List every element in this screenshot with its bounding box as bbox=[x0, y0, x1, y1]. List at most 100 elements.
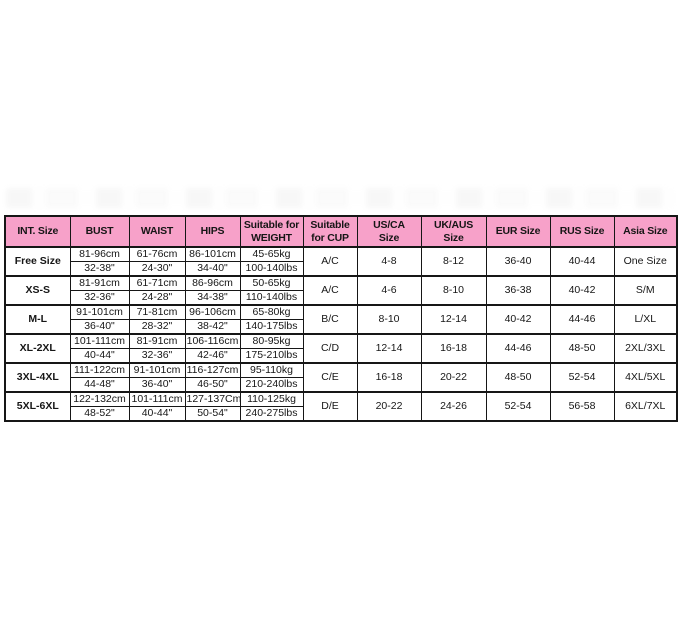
header-label: RUS Size bbox=[559, 225, 605, 237]
header-label: Suitable for bbox=[243, 218, 300, 231]
bust-cm-cell: 91-101cm bbox=[69, 304, 130, 320]
table-row: 3XL-4XL 111-122cm 91-101cm 116-127cm 95-… bbox=[4, 362, 678, 393]
bust-cm-cell: 101-111cm bbox=[69, 333, 130, 349]
bust-cm-cell: 81-96cm bbox=[69, 246, 130, 262]
bust-in-cell: 44-48" bbox=[69, 377, 130, 393]
header-label: WAIST bbox=[140, 225, 174, 237]
waist-cm-cell: 61-71cm bbox=[128, 275, 186, 291]
asia-cell: L/XL bbox=[613, 304, 678, 335]
rus-cell: 52-54 bbox=[549, 362, 615, 393]
hips-in-cell: 46-50" bbox=[184, 377, 241, 393]
bust-in-cell: 36-40" bbox=[69, 319, 130, 335]
asia-cell: S/M bbox=[613, 275, 678, 306]
table-subrow: 48-52" 40-44" 50-54" 240-275lbs bbox=[5, 406, 677, 422]
header-label: BUST bbox=[85, 225, 114, 237]
cup-cell: C/E bbox=[302, 362, 358, 393]
table-row: 5XL-6XL 122-132cm 101-111cm 127-137Cm 11… bbox=[4, 391, 678, 422]
col-header-bust: BUST bbox=[69, 215, 130, 248]
col-header-cup: Suitable for CUP bbox=[302, 215, 358, 248]
col-header-hips: HIPS bbox=[184, 215, 241, 248]
hips-cm-cell: 86-96cm bbox=[184, 275, 241, 291]
weight-lbs-cell: 140-175lbs bbox=[239, 319, 304, 335]
header-label: INT. Size bbox=[17, 225, 59, 237]
hips-in-cell: 50-54" bbox=[184, 406, 241, 422]
usca-cell: 4-8 bbox=[356, 246, 422, 277]
weight-kg-cell: 110-125kg bbox=[239, 391, 304, 407]
header-label: Size bbox=[443, 231, 464, 244]
header-row: INT. Size BUST WAIST HIPS Suitable for WE… bbox=[4, 215, 678, 248]
col-header-int-size: INT. Size bbox=[4, 215, 71, 248]
asia-cell: 6XL/7XL bbox=[613, 391, 678, 422]
ukaus-cell: 20-22 bbox=[420, 362, 487, 393]
size-label: XL-2XL bbox=[4, 333, 71, 364]
weight-lbs-cell: 100-140lbs bbox=[239, 261, 304, 277]
waist-cm-cell: 81-91cm bbox=[128, 333, 186, 349]
size-label: XS-S bbox=[4, 275, 71, 306]
weight-kg-cell: 80-95kg bbox=[239, 333, 304, 349]
header-label: UK/AUS bbox=[433, 218, 474, 231]
ukaus-cell: 8-10 bbox=[420, 275, 487, 306]
hips-in-cell: 42-46" bbox=[184, 348, 241, 364]
table-row: Free Size 81-96cm 61-76cm 86-101cm 45-65… bbox=[4, 246, 678, 277]
bust-in-cell: 40-44" bbox=[69, 348, 130, 364]
bust-in-cell: 48-52" bbox=[69, 406, 130, 422]
table-row: XS-S 81-91cm 61-71cm 86-96cm 50-65kg A/C… bbox=[4, 275, 678, 306]
waist-in-cell: 24-30" bbox=[128, 261, 186, 277]
cup-cell: A/C bbox=[302, 275, 358, 306]
header-label: Size bbox=[378, 231, 400, 244]
weight-kg-cell: 65-80kg bbox=[239, 304, 304, 320]
col-header-weight: Suitable for WEIGHT bbox=[239, 215, 304, 248]
usca-cell: 8-10 bbox=[356, 304, 422, 335]
weight-kg-cell: 45-65kg bbox=[239, 246, 304, 262]
ukaus-cell: 16-18 bbox=[420, 333, 487, 364]
cup-cell: B/C bbox=[302, 304, 358, 335]
weight-lbs-cell: 210-240lbs bbox=[239, 377, 304, 393]
bust-cm-cell: 122-132cm bbox=[69, 391, 130, 407]
waist-in-cell: 32-36" bbox=[128, 348, 186, 364]
ukaus-cell: 24-26 bbox=[420, 391, 487, 422]
col-header-asia: Asia Size bbox=[613, 215, 678, 248]
cup-cell: D/E bbox=[302, 391, 358, 422]
col-header-ukaus: UK/AUS Size bbox=[420, 215, 487, 248]
ukaus-cell: 8-12 bbox=[420, 246, 487, 277]
usca-cell: 4-6 bbox=[356, 275, 422, 306]
waist-in-cell: 36-40" bbox=[128, 377, 186, 393]
faded-watermark-band bbox=[6, 188, 674, 208]
eur-cell: 36-38 bbox=[485, 275, 551, 306]
rus-cell: 56-58 bbox=[549, 391, 615, 422]
size-label: 5XL-6XL bbox=[4, 391, 71, 422]
hips-in-cell: 34-40" bbox=[184, 261, 241, 277]
bust-cm-cell: 111-122cm bbox=[69, 362, 130, 378]
weight-kg-cell: 50-65kg bbox=[239, 275, 304, 291]
usca-cell: 20-22 bbox=[356, 391, 422, 422]
hips-in-cell: 38-42" bbox=[184, 319, 241, 335]
weight-lbs-cell: 240-275lbs bbox=[239, 406, 304, 422]
weight-kg-cell: 95-110kg bbox=[239, 362, 304, 378]
bust-cm-cell: 81-91cm bbox=[69, 275, 130, 291]
table-header: INT. Size BUST WAIST HIPS Suitable for WE… bbox=[4, 215, 678, 248]
rus-cell: 44-46 bbox=[549, 304, 615, 335]
usca-cell: 12-14 bbox=[356, 333, 422, 364]
header-label: US/CA bbox=[373, 218, 405, 231]
usca-cell: 16-18 bbox=[356, 362, 422, 393]
table-subrow: 40-44" 32-36" 42-46" 175-210lbs bbox=[5, 348, 677, 364]
eur-cell: 48-50 bbox=[485, 362, 551, 393]
waist-cm-cell: 61-76cm bbox=[128, 246, 186, 262]
eur-cell: 52-54 bbox=[485, 391, 551, 422]
table-row: XL-2XL 101-111cm 81-91cm 106-116cm 80-95… bbox=[4, 333, 678, 364]
table-subrow: 44-48" 36-40" 46-50" 210-240lbs bbox=[5, 377, 677, 393]
size-label: Free Size bbox=[4, 246, 71, 277]
waist-in-cell: 28-32" bbox=[128, 319, 186, 335]
header-label: for CUP bbox=[311, 231, 349, 244]
table-subrow: 36-40" 28-32" 38-42" 140-175lbs bbox=[5, 319, 677, 335]
hips-cm-cell: 86-101cm bbox=[184, 246, 241, 262]
asia-cell: 4XL/5XL bbox=[613, 362, 678, 393]
cup-cell: C/D bbox=[302, 333, 358, 364]
header-label: WEIGHT bbox=[251, 231, 292, 244]
size-chart-table: INT. Size BUST WAIST HIPS Suitable for WE… bbox=[4, 215, 678, 422]
header-label: Asia Size bbox=[623, 225, 668, 237]
cup-cell: A/C bbox=[302, 246, 358, 277]
waist-cm-cell: 101-111cm bbox=[128, 391, 186, 407]
waist-in-cell: 24-28" bbox=[128, 290, 186, 306]
eur-cell: 44-46 bbox=[485, 333, 551, 364]
